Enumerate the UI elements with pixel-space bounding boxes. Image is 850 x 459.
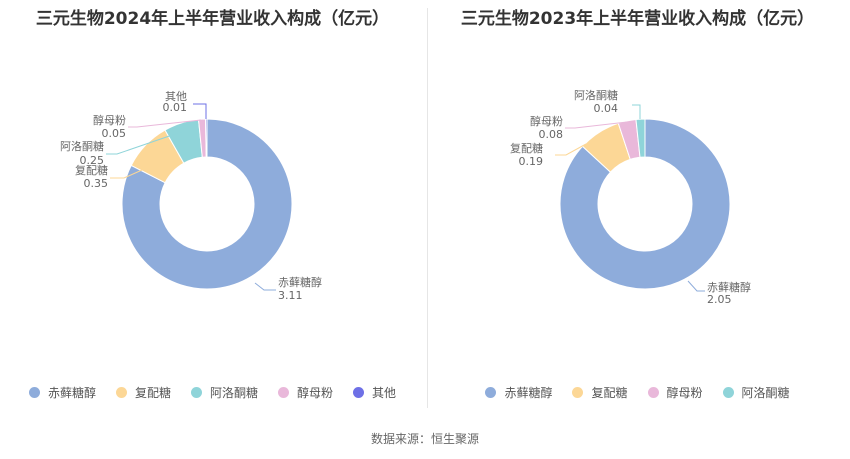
legend-swatch-icon: [28, 387, 40, 398]
slice-category-label: 醇母粉: [93, 113, 126, 127]
legend-2023: 赤藓糖醇 复配糖 醇母粉 阿洛酮糖: [425, 384, 850, 401]
pie-slice-4[interactable]: [205, 118, 208, 158]
legend-item[interactable]: 阿洛酮糖: [722, 384, 790, 401]
legend-item[interactable]: 其他: [353, 384, 396, 401]
chart-panel-2023: 三元生物2023年上半年营业收入构成（亿元） 赤藓糖醇 2.05 复配糖 0.19 醇母…: [425, 0, 850, 410]
pie-slice-0[interactable]: [121, 118, 293, 290]
legend-item[interactable]: 阿洛酮糖: [190, 384, 258, 401]
legend-item[interactable]: 赤藓糖醇: [28, 384, 96, 401]
legend-label: 阿洛酮糖: [209, 386, 258, 400]
legend-swatch-icon: [572, 387, 584, 398]
legend-2024: 赤藓糖醇 复配糖 阿洛酮糖 醇母粉 其他: [0, 384, 425, 401]
legend-label: 阿洛酮糖: [741, 386, 790, 400]
pie-slice-0[interactable]: [559, 118, 731, 290]
slice-category-label: 醇母粉: [530, 114, 563, 128]
legend-label: 醇母粉: [666, 386, 703, 400]
label-leader-line: [555, 143, 587, 156]
slice-value-label: 0.25: [80, 154, 105, 167]
legend-label: 赤藓糖醇: [504, 386, 553, 400]
slice-value-label: 2.05: [707, 293, 732, 306]
label-leader-line: [687, 280, 705, 292]
slice-category-label: 赤藓糖醇: [278, 275, 322, 289]
label-leader-line: [193, 103, 207, 119]
data-source-note: 数据来源：恒生聚源: [370, 432, 479, 446]
legend-swatch-icon: [190, 387, 202, 398]
pie-slice-3[interactable]: [635, 118, 646, 158]
legend-swatch-icon: [722, 387, 734, 398]
label-leader-line: [254, 282, 276, 291]
slice-value-label: 0.04: [594, 102, 619, 115]
slice-value-label: 3.11: [278, 289, 303, 302]
legend-label: 复配糖: [134, 386, 171, 400]
slice-category-label: 赤藓糖醇: [707, 280, 751, 294]
slice-category-label: 阿洛酮糖: [574, 88, 618, 102]
label-leader-line: [110, 169, 143, 179]
legend-label: 赤藓糖醇: [47, 386, 96, 400]
slice-category-label: 复配糖: [75, 163, 108, 177]
legend-item[interactable]: 复配糖: [115, 384, 171, 401]
slice-value-label: 0.01: [163, 101, 188, 114]
legend-label: 复配糖: [591, 386, 628, 400]
slice-category-label: 其他: [165, 90, 187, 103]
chart-title-2023: 三元生物2023年上半年营业收入构成（亿元）: [460, 9, 815, 29]
legend-item[interactable]: 醇母粉: [647, 384, 703, 401]
legend-swatch-icon: [647, 387, 659, 398]
slice-category-label: 复配糖: [510, 141, 543, 155]
legend-label: 醇母粉: [297, 386, 334, 400]
legend-item[interactable]: 醇母粉: [278, 384, 333, 401]
legend-item[interactable]: 复配糖: [572, 384, 628, 401]
label-leader-line: [632, 104, 641, 119]
slice-value-label: 0.35: [84, 177, 109, 190]
legend-label: 其他: [372, 386, 397, 400]
label-leader-line: [565, 121, 628, 129]
panel-divider: [427, 8, 428, 408]
slice-category-label: 阿洛酮糖: [60, 139, 104, 153]
chart-panel-2024: 三元生物2024年上半年营业收入构成（亿元） 赤藓糖醇 3.11 复配糖 0.35 阿洛…: [0, 0, 425, 410]
legend-swatch-icon: [353, 387, 365, 398]
legend-item[interactable]: 赤藓糖醇: [485, 384, 552, 401]
slice-value-label: 0.05: [102, 127, 127, 140]
legend-swatch-icon: [115, 387, 127, 398]
slice-value-label: 0.19: [519, 155, 544, 168]
slice-value-label: 0.08: [539, 128, 564, 141]
label-leader-line: [106, 131, 182, 155]
chart-title-2024: 三元生物2024年上半年营业收入构成（亿元）: [35, 9, 390, 29]
legend-swatch-icon: [278, 387, 289, 398]
legend-swatch-icon: [485, 387, 497, 398]
label-leader-line: [128, 119, 202, 128]
